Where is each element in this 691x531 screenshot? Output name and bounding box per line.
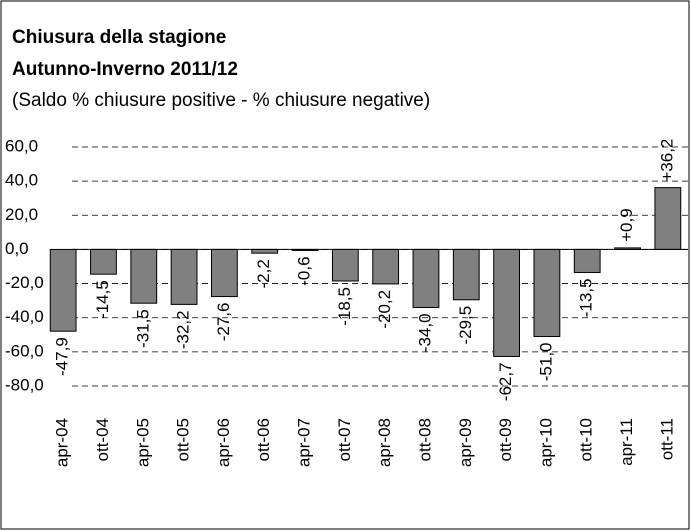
x-tick-label: ott-05 (174, 418, 193, 461)
x-tick-label: ott-08 (415, 418, 434, 461)
x-tick-label: apr-06 (214, 418, 233, 467)
value-label: -51,0 (536, 342, 555, 381)
y-tick-label: -40,0 (5, 307, 44, 326)
value-label: -0,6 (295, 256, 314, 285)
value-label: -47,9 (53, 337, 72, 376)
x-tick-label: apr-09 (456, 418, 475, 467)
bar (452, 248, 480, 301)
x-tick-label: ott-10 (577, 418, 596, 461)
value-label: -29,5 (456, 306, 475, 345)
value-label: -14,5 (93, 280, 112, 319)
bar (49, 248, 77, 332)
y-tick-label: 0,0 (5, 239, 29, 258)
value-label: -20,2 (375, 290, 394, 329)
y-tick-label: -60,0 (5, 341, 44, 360)
bar (533, 248, 561, 337)
bar (493, 248, 520, 357)
bar (654, 187, 682, 250)
x-tick-label: ott-04 (93, 418, 112, 461)
value-label: -13,5 (577, 278, 596, 317)
x-tick-label: apr-05 (133, 418, 152, 467)
value-label: -32,2 (174, 310, 193, 349)
chart-title: Chiusura della stagione (12, 27, 226, 48)
bar (90, 248, 117, 275)
bar (573, 248, 601, 273)
x-tick-label: apr-07 (295, 418, 314, 467)
x-tick-label: ott-09 (496, 418, 515, 461)
chart-subtitle: (Saldo % chiusure positive - % chiusure … (12, 90, 430, 111)
value-label: -2,2 (254, 259, 273, 288)
bar (251, 248, 279, 254)
y-tick-label: 60,0 (5, 136, 38, 155)
x-tick-label: ott-07 (335, 418, 354, 461)
bar (331, 248, 359, 282)
value-label: +36,2 (657, 139, 676, 182)
value-label: -18,5 (335, 287, 354, 326)
y-tick-label: -80,0 (5, 375, 44, 394)
x-tick-label: apr-10 (536, 418, 555, 467)
value-label: -34,0 (415, 313, 434, 352)
y-tick-label: 40,0 (5, 171, 38, 190)
bar (412, 248, 440, 308)
value-label: +0,9 (617, 208, 636, 242)
y-tick-label: 20,0 (5, 205, 38, 224)
x-tick-label: apr-11 (617, 418, 636, 466)
bar (170, 248, 198, 305)
bar (211, 248, 238, 298)
x-tick-label: apr-08 (375, 418, 394, 467)
value-label: -62,7 (496, 362, 515, 401)
value-label: -27,6 (214, 303, 233, 342)
y-tick-label: -20,0 (5, 273, 44, 292)
x-tick-label: apr-04 (53, 418, 72, 467)
bar (372, 248, 400, 285)
bar (130, 248, 158, 304)
x-tick-label: ott-06 (254, 418, 273, 461)
x-tick-label: ott-11 (657, 418, 676, 460)
value-label: -31,5 (133, 309, 152, 348)
chart-title: Autunno-Inverno 2011/12 (12, 59, 238, 80)
